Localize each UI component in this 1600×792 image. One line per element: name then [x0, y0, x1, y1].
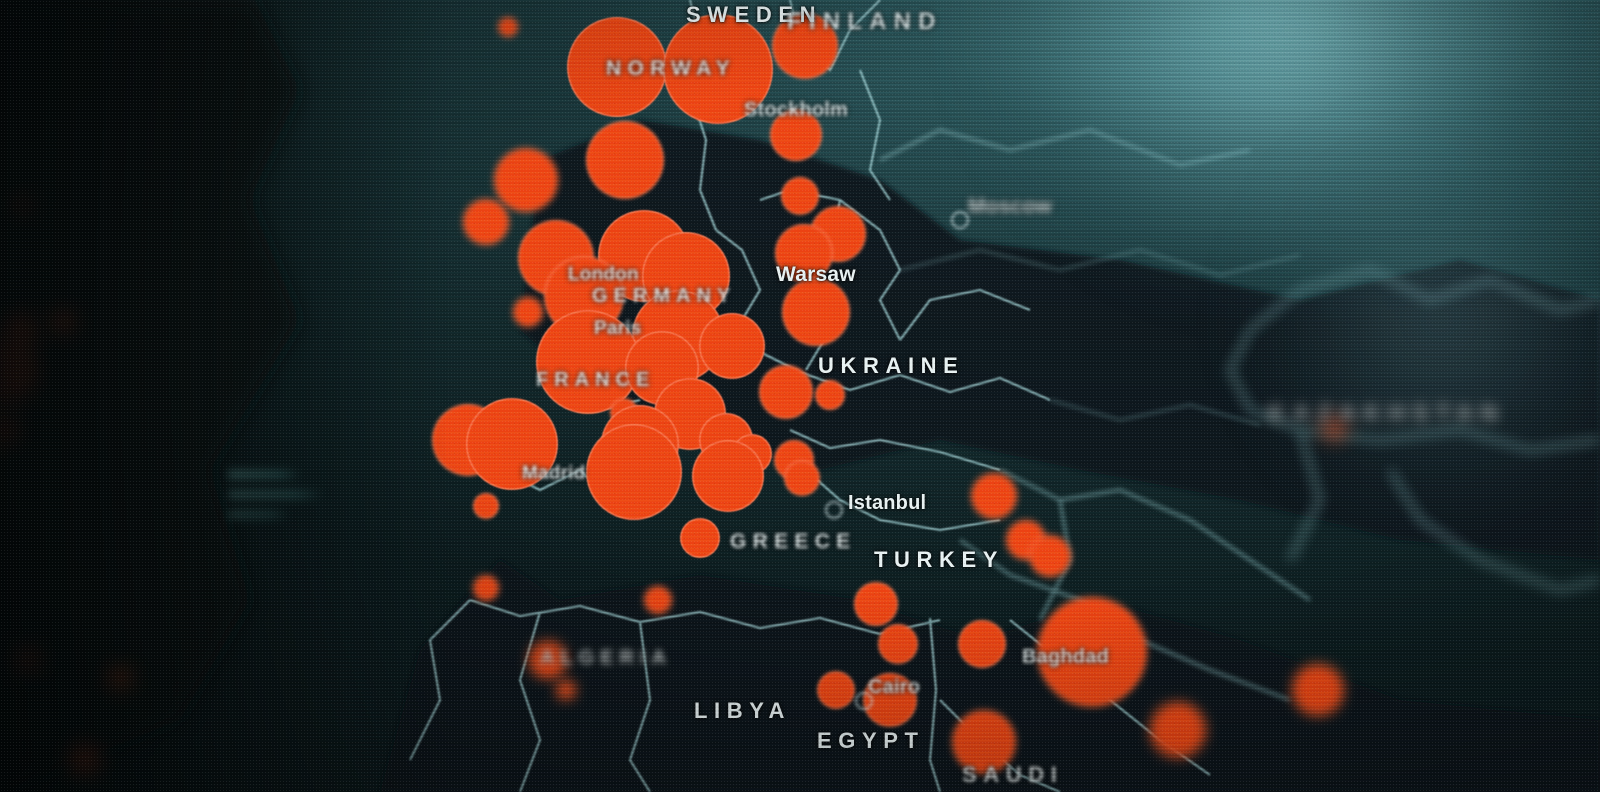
map-visualization-screen: SWEDENFINLANDNORWAYGERMANYFRANCEUKRAINEG… [0, 0, 1600, 792]
vignette-overlay [0, 0, 1600, 792]
